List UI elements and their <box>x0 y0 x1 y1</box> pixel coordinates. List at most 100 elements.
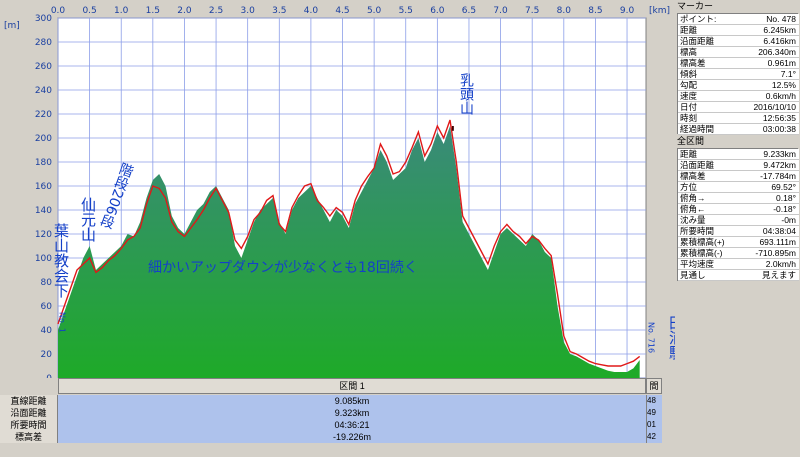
marker-row: 日付 2016/10/10 <box>678 102 799 113</box>
x-tick-label: 5.5 <box>399 6 413 16</box>
y-tick-label: 240 <box>35 86 52 96</box>
marker-row: 傾斜 7.1° <box>678 69 799 80</box>
segment-row: 所要時間 04:36:21 01 <box>0 419 662 431</box>
marker-value: 0.961m <box>767 58 796 68</box>
all-value: -0m <box>781 215 796 225</box>
marker-label: 時刻 <box>680 113 698 123</box>
marker-value: 6.416km <box>763 36 796 46</box>
annotation-5: 田浦駅 <box>667 315 675 360</box>
annotation-0: 仙元山 <box>79 197 97 242</box>
all-row: 見通し 見えます <box>678 270 799 281</box>
x-tick-label: 1.0 <box>114 6 129 16</box>
segment-row-value: 9.323km <box>58 407 646 419</box>
all-value: 2.0km/h <box>765 259 796 269</box>
all-value: 0.18° <box>776 193 796 203</box>
all-value: 9.472km <box>763 160 796 170</box>
all-label: 距離 <box>680 149 698 159</box>
all-label: 累積標高(+) <box>680 237 725 247</box>
y-tick-label: 160 <box>35 182 52 192</box>
all-row: 標高差 -17.784m <box>678 171 799 182</box>
segment-row-label: 沿面距離 <box>0 407 58 419</box>
marker-row: 標高 206.340m <box>678 47 799 58</box>
marker-row: 速度 0.6km/h <box>678 91 799 102</box>
x-ticks: 0.0 0.5 1.0 1.5 2.0 2.5 3.0 3.5 4.0 4.5 5.0 5.5 6.0 6… <box>51 6 635 16</box>
y-tick-label: 300 <box>35 14 52 24</box>
all-label: 方位 <box>680 182 698 192</box>
x-tick-label: 6.0 <box>430 6 445 16</box>
y-tick-label: 120 <box>35 230 52 240</box>
annotation-6: No. 716 <box>647 322 656 353</box>
all-value: 69.52° <box>771 182 796 192</box>
marker-value: 2016/10/10 <box>753 102 796 112</box>
segment-row-label: 所要時間 <box>0 419 58 431</box>
marker-row: 時刻 12:56:35 <box>678 113 799 124</box>
segment-header-right[interactable]: 間 <box>646 378 662 394</box>
x-tick-label: 2.5 <box>209 6 223 16</box>
x-tick-label: 6.5 <box>462 6 476 16</box>
marker-label: 勾配 <box>680 80 698 90</box>
segment-table: 区間 1 間 直線距離 9.085km 48 沿面距離 9.323km 49 所要時間 04:… <box>0 378 662 457</box>
marker-value: 7.1° <box>780 69 796 79</box>
all-value: -0.18° <box>773 204 796 214</box>
y-tick-label: 260 <box>35 62 52 72</box>
x-tick-label: 3.5 <box>272 6 286 16</box>
x-tick-label: 1.5 <box>146 6 160 16</box>
marker-label: 経過時間 <box>680 124 715 134</box>
marker-label: 標高 <box>680 47 698 57</box>
all-row: 距離 9.233km <box>678 149 799 160</box>
x-tick-label: 5.0 <box>367 6 382 16</box>
x-tick-label: 9.0 <box>620 6 635 16</box>
all-row: 累積標高(-) -710.895m <box>678 248 799 259</box>
all-value: 見えます <box>761 270 796 280</box>
marker-label: ポイント: <box>680 14 717 24</box>
annotation-3: 乳頭山 <box>458 73 474 115</box>
y-tick-label: 80 <box>41 278 53 288</box>
x-tick-label: 8.0 <box>557 6 572 16</box>
annotation-1: 葉山教会下 <box>52 223 70 298</box>
marker-label: 沿面距離 <box>680 36 715 46</box>
all-label: 所要時間 <box>680 226 715 236</box>
all-value: 693.111m <box>759 237 796 247</box>
series-elevation-line <box>57 119 641 367</box>
x-tick-label: 7.5 <box>525 6 539 16</box>
x-tick-label: 4.5 <box>335 6 349 16</box>
segment-row-right: 49 <box>646 407 662 419</box>
y-tick-label: 40 <box>41 326 53 336</box>
all-row: 平均速度 2.0km/h <box>678 259 799 270</box>
all-row: 沿面距離 9.472km <box>678 160 799 171</box>
marker-row: 経過時間 03:00:38 <box>678 124 799 135</box>
segment-row-label: 直線距離 <box>0 395 58 407</box>
all-row: 所要時間 04:38:04 <box>678 226 799 237</box>
segment-row-value: 04:36:21 <box>58 419 646 431</box>
y-unit-label: [m] <box>4 21 20 31</box>
all-label: 俯角← <box>680 204 706 214</box>
y-tick-label: 180 <box>35 158 52 168</box>
y-tick-label: 100 <box>35 254 52 264</box>
marker-value: 206.340m <box>758 47 796 57</box>
marker-row: 沿面距離 6.416km <box>678 36 799 47</box>
series-elevation-fill <box>58 126 640 378</box>
all-label: 平均速度 <box>680 259 715 269</box>
all-value: 9.233km <box>763 149 796 159</box>
y-tick-label: 20 <box>41 350 53 360</box>
all-label: 見通し <box>680 270 706 280</box>
all-panel: 距離 9.233km 沿面距離 9.472km 標高差 -17.784m 方位 69.52° 俯… <box>677 148 799 281</box>
segment-header[interactable]: 区間 1 <box>58 378 646 394</box>
marker-row: 勾配 12.5% <box>678 80 799 91</box>
all-value: 04:38:04 <box>762 226 796 236</box>
segment-row-label: 標高差 <box>0 431 58 443</box>
all-row: 方位 69.52° <box>678 182 799 193</box>
y-tick-label: 140 <box>35 206 52 216</box>
x-tick-label: 8.5 <box>588 6 602 16</box>
elevation-chart: 0.0 0.5 1.0 1.5 2.0 2.5 3.0 3.5 4.0 4.5 5.0 5.5 6.0 6… <box>4 6 675 378</box>
segment-row-value: -19.226m <box>58 431 646 443</box>
marker-value: 03:00:38 <box>762 124 796 134</box>
marker-label: 標高差 <box>680 58 706 68</box>
annotations: 仙元山葉山教会下階段206段乳頭山細かいアップダウンが少なくとも18回続く田浦駅… <box>52 73 675 360</box>
all-value: -710.895m <box>755 248 796 258</box>
marker-value: 12.5% <box>771 80 796 90</box>
x-unit-label: [km] <box>649 6 670 16</box>
y-tick-label: 60 <box>41 302 53 312</box>
all-value: -17.784m <box>760 171 796 181</box>
x-tick-label: 3.0 <box>241 6 256 16</box>
